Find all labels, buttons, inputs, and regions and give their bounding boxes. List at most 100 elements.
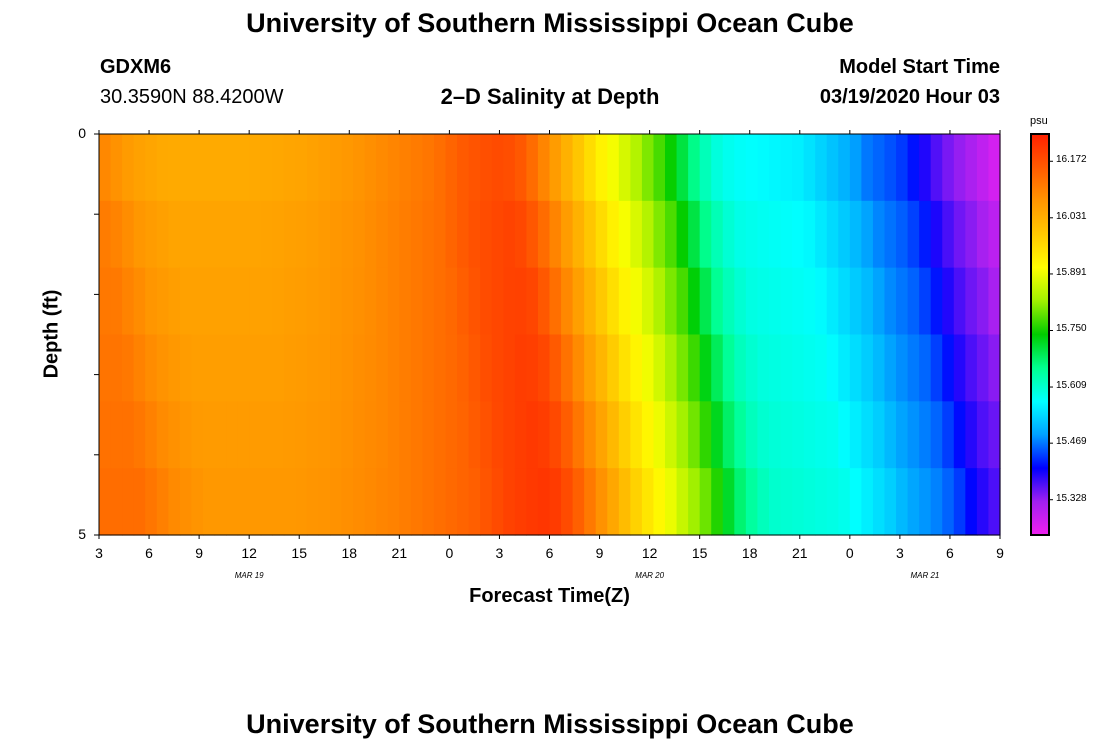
heatmap-cell (884, 468, 897, 536)
heatmap-cell (145, 468, 158, 536)
heatmap-cell (168, 401, 181, 469)
heatmap-cell (722, 134, 735, 202)
heatmap-cell (907, 468, 920, 536)
heatmap-cell (306, 334, 320, 402)
heatmap-cell (595, 200, 608, 269)
heatmap-cell (364, 200, 377, 269)
heatmap-cell (595, 134, 608, 202)
heatmap-cell (688, 267, 701, 336)
heatmap-cell (665, 334, 678, 402)
heatmap-cell (410, 267, 424, 336)
heatmap-cell (133, 401, 146, 469)
page-title: University of Southern Mississippi Ocean… (246, 8, 854, 38)
heatmap-cell (953, 200, 966, 269)
heatmap-cell (792, 267, 805, 336)
heatmap-cell (896, 468, 909, 536)
heatmap-cell (237, 200, 250, 269)
heatmap-cell (179, 134, 193, 202)
heatmap-cell (930, 468, 943, 536)
heatmap-cell (572, 200, 585, 269)
heatmap-cell (226, 468, 239, 536)
heatmap-cell (965, 468, 978, 536)
heatmap-cell (376, 334, 389, 402)
heatmap-cell (722, 468, 735, 536)
heatmap-cell (861, 468, 874, 536)
heatmap-cell (514, 401, 527, 469)
heatmap-cell (826, 134, 839, 202)
heatmap-cell (826, 200, 839, 269)
heatmap-cell (699, 134, 712, 202)
heatmap-cell (942, 134, 955, 202)
heatmap-cell (745, 134, 759, 202)
heatmap-cell (202, 468, 216, 536)
heatmap-cell (260, 468, 273, 536)
heatmap-cell (688, 401, 701, 469)
heatmap-cell (526, 468, 539, 536)
heatmap-cell (607, 134, 620, 202)
heatmap-cell (306, 401, 320, 469)
heatmap-cell (214, 200, 227, 269)
heatmap-cell (722, 334, 735, 402)
heatmap-cell (676, 200, 689, 269)
heatmap-cell (711, 267, 724, 336)
heatmap-cell (145, 401, 158, 469)
heatmap-cell (156, 401, 169, 469)
heatmap-cell (202, 401, 216, 469)
heatmap-cell (341, 134, 354, 202)
heatmap-cell (849, 401, 862, 469)
heatmap-cell (214, 134, 227, 202)
heatmap-cell (295, 401, 308, 469)
heatmap-cell (376, 134, 389, 202)
heatmap-cell (433, 134, 447, 202)
heatmap-cell (399, 200, 412, 269)
heatmap-cell (237, 334, 250, 402)
heatmap-cell (179, 200, 193, 269)
heatmap-cell (618, 267, 631, 336)
x-tick-label: 3 (495, 545, 504, 561)
x-date-label: MAR 19 (234, 571, 264, 580)
heatmap-cell (537, 267, 551, 336)
heatmap-cell (272, 200, 285, 269)
x-tick-label: 0 (445, 545, 454, 561)
heatmap-cell (896, 200, 909, 269)
x-tick-label: 12 (241, 545, 257, 561)
heatmap-cell (110, 267, 123, 336)
heatmap-cell (318, 134, 331, 202)
heatmap-cell (445, 134, 458, 202)
heatmap-cell (861, 334, 874, 402)
heatmap-cell (584, 200, 597, 269)
heatmap-cell (214, 468, 227, 536)
heatmap-cell (99, 468, 112, 536)
colorbar-ticks (1049, 160, 1053, 501)
heatmap-cell (630, 401, 643, 469)
heatmap-cell (872, 200, 886, 269)
heatmap-cell (341, 267, 354, 336)
heatmap-cell (849, 334, 862, 402)
heatmap-cell (237, 267, 250, 336)
heatmap-cell (976, 200, 990, 269)
heatmap-cell (122, 334, 135, 402)
heatmap-cell (353, 334, 366, 402)
heatmap-cell (780, 200, 793, 269)
y-tick-label: 5 (78, 526, 86, 542)
heatmap-cell (815, 267, 828, 336)
heatmap-cell (179, 468, 193, 536)
heatmap-cell (480, 468, 493, 536)
heatmap-cell (283, 200, 296, 269)
heatmap-cell (272, 267, 285, 336)
heatmap-cell (295, 468, 308, 536)
heatmap-cell (919, 334, 932, 402)
heatmap-cell (237, 401, 250, 469)
heatmap-cell (387, 134, 400, 202)
heatmap-cell (884, 134, 897, 202)
heatmap-cell (480, 200, 493, 269)
heatmap-cell (457, 334, 470, 402)
heatmap-cell (364, 267, 377, 336)
heatmap-cell (330, 334, 343, 402)
heatmap-cell (942, 334, 955, 402)
heatmap-cell (387, 334, 400, 402)
heatmap-cell (179, 401, 193, 469)
x-tick-label: 3 (95, 545, 103, 561)
heatmap-cell (133, 334, 146, 402)
heatmap-cell (214, 334, 227, 402)
